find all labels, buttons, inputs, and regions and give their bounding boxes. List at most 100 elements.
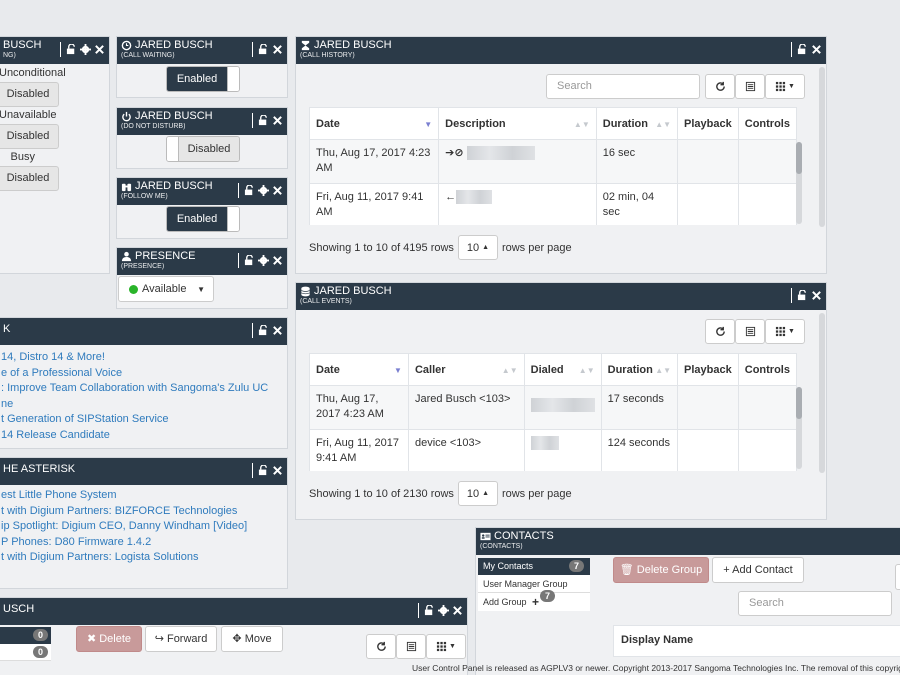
dnd-toggle[interactable]: Disabled [166, 136, 240, 162]
gear-icon[interactable] [80, 44, 91, 55]
feed-list: est Little Phone System t with Digium Pa… [0, 485, 287, 566]
col-playback: Playback [677, 107, 739, 140]
widget-scrollbar[interactable] [819, 67, 825, 227]
columns-button[interactable]: ▼ [765, 319, 805, 344]
close-icon[interactable] [811, 44, 822, 55]
sort-desc-icon: ▼ [424, 120, 433, 129]
feed-link[interactable]: ne [1, 397, 14, 410]
unlock-icon[interactable] [258, 44, 269, 55]
gear-icon[interactable] [258, 255, 269, 266]
add-group-item[interactable]: Add Group +7 [478, 590, 590, 611]
callwaiting-toggle[interactable]: Enabled [166, 66, 240, 92]
feed-link[interactable]: est Little Phone System [1, 489, 117, 501]
feed-link[interactable]: t with Digium Partners: BIZFORCE Technol… [1, 504, 238, 517]
add-contact-button[interactable]: + Add Contact [712, 557, 804, 583]
button-label: Move [244, 633, 272, 645]
unlock-icon[interactable] [244, 255, 255, 266]
callhistory-search-input[interactable]: Search [546, 74, 700, 99]
feed-link[interactable]: 14, Distro 14 & More! [1, 351, 105, 363]
close-icon[interactable] [272, 325, 283, 336]
database-icon [301, 286, 310, 296]
unlock-icon[interactable] [424, 605, 435, 616]
table-scrollbar-thumb[interactable] [796, 142, 802, 174]
widget-title: HE ASTERISK [3, 463, 76, 475]
close-icon[interactable] [272, 115, 283, 126]
cell-controls [737, 385, 797, 430]
unlock-icon[interactable] [66, 44, 77, 55]
contacts-extra-button[interactable] [895, 564, 900, 590]
refresh-button[interactable] [705, 74, 735, 99]
fm-busy-button[interactable]: Disabled [0, 166, 59, 191]
delete-group-button[interactable]: 🗑 Delete Group [613, 557, 709, 583]
gear-icon[interactable] [258, 185, 269, 196]
folder-item[interactable]: 0 [0, 644, 51, 661]
group-item-my-contacts[interactable]: My Contacts 7 [478, 558, 590, 575]
forward-button[interactable]: ↪ Forward [145, 626, 217, 652]
close-icon[interactable] [272, 465, 283, 476]
feed-link[interactable]: e of a Professional Voice [1, 366, 123, 379]
refresh-button[interactable] [366, 634, 396, 659]
page-footer: User Control Panel is released as AGPLV3… [408, 660, 900, 675]
close-icon[interactable] [272, 255, 283, 266]
widget-subtitle: (FOLLOW ME) [121, 193, 168, 200]
list-icon [745, 81, 755, 92]
unlock-icon[interactable] [244, 185, 255, 196]
list-toggle-button[interactable] [735, 74, 765, 99]
close-icon[interactable] [452, 605, 463, 616]
feed-list: 14, Distro 14 & More! e of a Professiona… [0, 345, 287, 443]
table-row[interactable]: Thu, Aug 17, 2017 4:23 AM ➔⊘ 16 sec [309, 139, 797, 184]
widget-scrollbar[interactable] [819, 313, 825, 473]
feed-link[interactable]: P Phones: D80 Firmware 1.4.2 [1, 535, 152, 548]
table-row[interactable]: Fri, Aug 11, 2017 9:41 AM ← 02 min, 04 s… [309, 183, 797, 225]
table-row[interactable]: Fri, Aug 11, 2017 9:41 AM device <103> 1… [309, 429, 797, 471]
feed-link[interactable]: : Improve Team Collaboration with Sangom… [1, 382, 269, 394]
col-duration[interactable]: Duration ▲▼ [595, 107, 679, 140]
contacts-search-input[interactable]: Search [738, 591, 892, 616]
presence-select[interactable]: Available ▼ [118, 276, 214, 302]
page-size-select[interactable]: 10 ▲ [457, 481, 498, 506]
cell-playback [677, 385, 739, 430]
col-dialed[interactable]: Dialed ▲▼ [523, 353, 602, 386]
presence-header: PRESENCE (PRESENCE) [117, 248, 287, 275]
columns-button[interactable]: ▼ [765, 74, 805, 99]
close-icon[interactable] [272, 44, 283, 55]
page-size-select[interactable]: 10 ▲ [457, 235, 498, 260]
group-item-user-manager[interactable]: User Manager Group [478, 575, 590, 593]
unlock-icon[interactable] [258, 325, 269, 336]
fm-unavailable-button[interactable]: Disabled [0, 124, 59, 149]
unlock-icon[interactable] [797, 44, 808, 55]
fm-unconditional-button[interactable]: Disabled [0, 82, 59, 107]
gear-icon[interactable] [438, 605, 449, 616]
col-display-name[interactable]: Display Name [621, 634, 694, 646]
table-scrollbar[interactable] [796, 387, 802, 469]
col-date[interactable]: Date ▼ [309, 107, 440, 140]
list-toggle-button[interactable] [735, 319, 765, 344]
table-row[interactable]: Thu, Aug 17, 2017 4:23 AM Jared Busch <1… [309, 385, 797, 430]
col-duration[interactable]: Duration ▲▼ [600, 353, 679, 386]
followme-toggle[interactable]: Enabled [166, 206, 240, 232]
folder-item[interactable]: 0 [0, 627, 51, 644]
refresh-button[interactable] [705, 319, 735, 344]
close-icon[interactable] [94, 44, 105, 55]
list-toggle-button[interactable] [396, 634, 426, 659]
close-icon[interactable] [272, 185, 283, 196]
close-icon[interactable] [811, 290, 822, 301]
col-description[interactable]: Description ▲▼ [438, 107, 597, 140]
unlock-icon[interactable] [258, 115, 269, 126]
delete-button[interactable]: ✖ Delete [76, 626, 142, 652]
col-caller[interactable]: Caller ▲▼ [407, 353, 525, 386]
table-scrollbar[interactable] [796, 142, 802, 224]
feed-link[interactable]: t with Digium Partners: Logista Solution… [1, 551, 199, 563]
feed-link[interactable]: t Generation of SIPStation Service [1, 413, 169, 425]
table-scrollbar-thumb[interactable] [796, 387, 802, 419]
button-label: Delete [99, 633, 132, 645]
unlock-icon[interactable] [797, 290, 808, 301]
widget-title: JARED BUSCH [314, 285, 392, 297]
move-button[interactable]: ✥ Move [221, 626, 283, 652]
col-date[interactable]: Date ▼ [309, 353, 409, 386]
feed-link[interactable]: 14 Release Candidate [1, 428, 110, 441]
columns-button[interactable]: ▼ [426, 634, 466, 659]
unlock-icon[interactable] [258, 465, 269, 476]
button-label: Add Contact [732, 564, 793, 576]
feed-link[interactable]: ip Spotlight: Digium CEO, Danny Windham … [1, 520, 248, 532]
